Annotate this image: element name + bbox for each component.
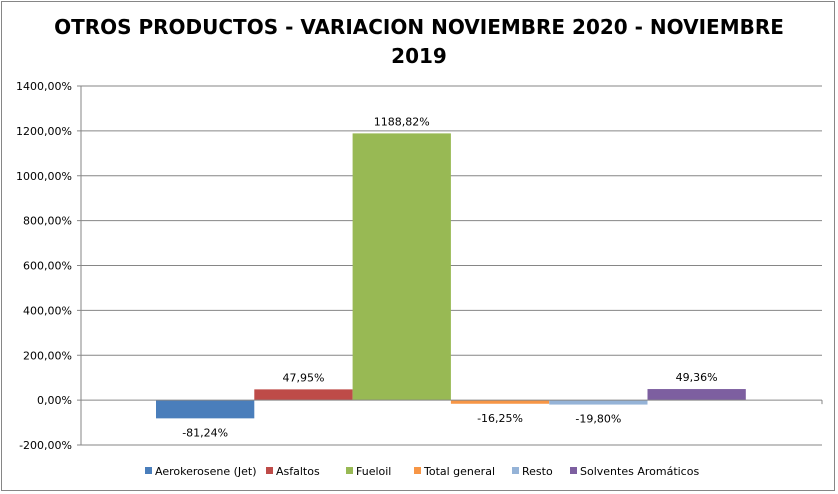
bar-solventes-arom-ticos bbox=[647, 389, 746, 401]
bar-aerokerosene-jet- bbox=[156, 400, 255, 419]
y-tick-label: 400,00% bbox=[23, 304, 72, 317]
legend-swatch bbox=[266, 467, 273, 474]
legend-swatch bbox=[512, 467, 519, 474]
data-label: -16,25% bbox=[477, 412, 523, 425]
legend-swatch bbox=[346, 467, 353, 474]
bar-resto bbox=[549, 400, 648, 405]
y-tick-label: 200,00% bbox=[23, 349, 72, 362]
y-tick-label: -200,00% bbox=[19, 439, 72, 452]
legend-swatch bbox=[145, 467, 152, 474]
y-tick-label: 0,00% bbox=[37, 394, 72, 407]
y-tick-label: 1400,00% bbox=[16, 80, 72, 93]
chart-title-line-2: 2019 bbox=[391, 44, 447, 68]
bar-total-general bbox=[450, 400, 550, 404]
data-label: 47,95% bbox=[282, 371, 324, 384]
legend-label: Asfaltos bbox=[276, 465, 320, 478]
data-label: 49,36% bbox=[676, 371, 718, 384]
y-tick-label: 1000,00% bbox=[16, 170, 72, 183]
legend-label: Total general bbox=[423, 465, 495, 478]
legend-label: Solventes Aromáticos bbox=[580, 465, 699, 478]
bar-fueloil bbox=[352, 133, 451, 401]
legend-label: Aerokerosene (Jet) bbox=[155, 465, 257, 478]
y-tick-label: 1200,00% bbox=[16, 125, 72, 138]
legend-label: Resto bbox=[522, 465, 553, 478]
data-label: -81,24% bbox=[182, 426, 228, 439]
legend-swatch bbox=[570, 467, 577, 474]
bar-asfaltos bbox=[254, 389, 353, 401]
legend-swatch bbox=[414, 467, 421, 474]
data-label: 1188,82% bbox=[374, 115, 430, 128]
chart-title-line-1: OTROS PRODUCTOS - VARIACION NOVIEMBRE 20… bbox=[54, 15, 784, 39]
y-tick-label: 800,00% bbox=[23, 215, 72, 228]
y-tick-label: 600,00% bbox=[23, 260, 72, 273]
legend-label: Fueloil bbox=[356, 465, 391, 478]
data-label: -19,80% bbox=[575, 413, 621, 426]
